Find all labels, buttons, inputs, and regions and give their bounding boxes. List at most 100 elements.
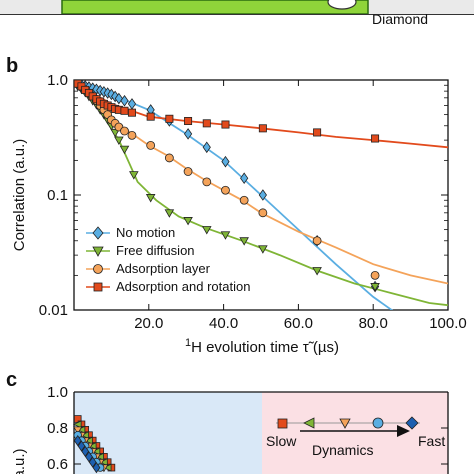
panel-c: c 1.0 0.8 0.6 (a.u.) Slow Dynamics Fast [6, 369, 449, 474]
legend-item-no-motion: No motion [86, 225, 175, 240]
legend-marker-free-diffusion [92, 246, 104, 257]
data-point-no-motion [202, 141, 211, 154]
data-point-free-diffusion [312, 267, 322, 276]
data-point-no-motion [240, 172, 249, 184]
data-point-adsorption-layer [146, 140, 156, 150]
data-point-c-free-diffusion-left [72, 420, 82, 429]
legend-marker-no-motion [92, 226, 104, 240]
panel-letter-b: b [6, 55, 18, 77]
x-axis-title-b: 1H evolution time τ̃ (µs) [185, 337, 339, 356]
data-point-adsorption-and-rotation [184, 117, 193, 126]
data-point-no-motion [120, 94, 129, 107]
data-point-adsorption-and-rotation [221, 120, 230, 129]
dynamics-arrow-head [397, 425, 410, 437]
data-point-no-motion [183, 128, 193, 140]
inset-marker-triangle-left [303, 417, 315, 429]
tick-group-c: 1.0 0.8 0.6 [47, 384, 448, 473]
region-fast [262, 392, 448, 474]
x-title-superscript: 1 [185, 337, 191, 349]
legend-item-adsorption-rotation: Adsorption and rotation [86, 279, 250, 294]
data-point-c-no-motion [73, 434, 82, 447]
legend-marker-adsorption-rotation [93, 282, 103, 292]
data-point-adsorption-layer [120, 126, 129, 136]
legend-item-free-diffusion: Free diffusion [86, 243, 195, 258]
data-point-c-free-diffusion [73, 426, 83, 435]
data-point-free-diffusion [220, 231, 231, 240]
tick-labels-b: 20.0 40.0 60.0 80.0 100.0 0.01 0.1 1.0 [39, 72, 467, 332]
data-point-adsorption-layer [239, 195, 249, 205]
data-point-c-no-motion [85, 451, 93, 463]
data-point-adsorption-layer [202, 177, 212, 187]
inset-dynamics-label: Dynamics [312, 442, 373, 458]
y-tick-label-b: 0.01 [39, 302, 68, 319]
y-tick-label-c: 0.8 [47, 420, 68, 437]
legend-label-adsorption-layer: Adsorption layer [116, 261, 211, 276]
data-point-free-diffusion [258, 245, 268, 254]
x-tick-label-b: 80.0 [359, 315, 388, 332]
legend-item-adsorption-layer: Adsorption layer [86, 261, 211, 276]
data-point-c-no-motion [77, 440, 86, 452]
legend-marker-adsorption-layer [93, 264, 103, 274]
inset-marker-triangle-down [339, 418, 351, 429]
series-markers-b [74, 80, 380, 293]
inset-marker-square [277, 418, 288, 429]
inset-marker-circle [372, 417, 384, 429]
data-point-adsorption-layer [370, 270, 380, 280]
x-tick-label-b: 60.0 [284, 315, 313, 332]
data-point-adsorption-and-rotation [258, 124, 267, 133]
data-point-no-motion [221, 155, 230, 168]
y-axis-title-c: (a.u.) [11, 448, 28, 474]
data-point-adsorption-layer [183, 167, 193, 176]
data-point-adsorption-and-rotation [165, 114, 174, 123]
data-point-free-diffusion [164, 209, 175, 218]
data-point-adsorption-layer [312, 236, 322, 246]
y-axis-title-b: Correlation (a.u.) [11, 139, 28, 252]
legend-label-no-motion: No motion [116, 225, 175, 240]
panel-letter-c: c [6, 369, 17, 391]
data-point-adsorption-and-rotation [313, 128, 322, 137]
data-point-free-diffusion [114, 136, 124, 146]
legend-label-adsorption-rotation: Adsorption and rotation [116, 279, 250, 294]
data-point-free-diffusion [119, 145, 130, 155]
x-tick-label-b: 40.0 [209, 315, 238, 332]
y-tick-label-c: 0.6 [47, 456, 68, 473]
x-title-main: H evolution time [191, 339, 303, 356]
data-point-free-diffusion [129, 171, 139, 180]
inset-fast-label: Fast [418, 433, 445, 449]
data-point-adsorption-and-rotation [202, 119, 211, 128]
y-tick-label-b: 0.1 [47, 187, 68, 204]
molecule-shape [327, 0, 357, 10]
data-point-adsorption-and-rotation [127, 108, 136, 117]
inset-marker-diamond [405, 416, 419, 430]
tick-group-b [74, 79, 449, 311]
legend-label-free-diffusion: Free diffusion [116, 243, 195, 258]
data-point-free-diffusion [145, 194, 156, 203]
data-point-free-diffusion [183, 217, 193, 226]
data-point-no-motion [127, 98, 137, 110]
data-point-adsorption-and-rotation [120, 106, 129, 115]
data-point-adsorption-layer [127, 130, 137, 140]
diamond-label: Diamond [372, 11, 428, 27]
panel-a: Diamond [0, 0, 474, 27]
series-markers-c [72, 415, 116, 474]
data-point-c-no-motion [81, 445, 90, 458]
data-point-free-diffusion [201, 226, 212, 235]
data-point-adsorption-layer [221, 185, 230, 195]
y-tick-label-b: 1.0 [47, 72, 68, 89]
inset-legend-c: Slow Dynamics Fast [266, 416, 445, 458]
x-tick-label-b: 100.0 [429, 315, 467, 332]
series-line-no-motion [74, 81, 394, 310]
film-layer [61, 0, 369, 15]
x-tick-label-b: 20.0 [134, 315, 163, 332]
legend-b: No motion Free diffusion Adsorption laye… [86, 225, 250, 294]
data-point-adsorption-layer [258, 208, 268, 218]
data-point-no-motion [258, 189, 267, 201]
inset-slow-label: Slow [266, 433, 297, 449]
data-point-free-diffusion [239, 237, 249, 246]
data-point-free-diffusion [370, 283, 380, 292]
x-title-unit: (µs) [309, 339, 339, 356]
y-tick-label-c: 1.0 [47, 384, 68, 401]
data-point-adsorption-and-rotation [371, 134, 380, 143]
data-point-adsorption-layer [164, 153, 174, 163]
